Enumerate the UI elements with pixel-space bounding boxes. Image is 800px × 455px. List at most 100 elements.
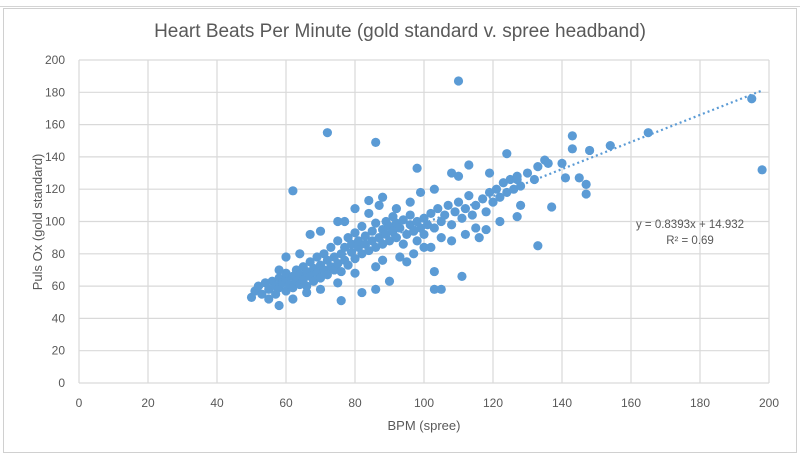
data-point[interactable] [484, 187, 495, 198]
data-point[interactable] [415, 187, 426, 198]
data-point[interactable] [367, 226, 377, 236]
data-point[interactable] [326, 242, 336, 252]
data-point[interactable] [281, 268, 291, 278]
data-point[interactable] [533, 161, 543, 172]
data-point[interactable] [374, 200, 384, 210]
data-point[interactable] [495, 192, 505, 202]
data-point[interactable] [429, 223, 439, 233]
data-point[interactable] [350, 203, 360, 214]
data-point[interactable] [409, 249, 419, 259]
data-point[interactable] [364, 208, 374, 219]
data-point[interactable] [333, 258, 343, 269]
data-point[interactable] [350, 228, 360, 238]
data-point[interactable] [429, 266, 439, 277]
data-point[interactable] [529, 174, 540, 185]
data-point[interactable] [274, 300, 284, 311]
data-point[interactable] [302, 281, 312, 291]
data-point[interactable] [533, 241, 543, 251]
data-point[interactable] [419, 242, 429, 252]
data-point[interactable] [567, 131, 577, 141]
data-point[interactable] [305, 229, 315, 240]
data-point[interactable] [495, 216, 505, 227]
data-point[interactable] [557, 158, 567, 168]
data-point[interactable] [447, 220, 457, 230]
data-point[interactable] [505, 174, 515, 185]
data-point[interactable] [371, 137, 381, 147]
data-point[interactable] [450, 207, 460, 217]
data-point[interactable] [460, 229, 470, 240]
data-point[interactable] [512, 212, 522, 222]
data-point[interactable] [371, 284, 381, 294]
data-point[interactable] [336, 296, 346, 306]
data-point[interactable] [567, 144, 577, 154]
data-point[interactable] [457, 271, 467, 282]
data-point[interactable] [257, 289, 267, 299]
data-point[interactable] [353, 236, 364, 246]
data-point[interactable] [464, 191, 474, 201]
data-point[interactable] [464, 160, 474, 170]
data-point[interactable] [419, 229, 429, 240]
data-point[interactable] [395, 223, 405, 233]
data-point[interactable] [581, 189, 591, 199]
data-point[interactable] [302, 287, 312, 298]
data-point[interactable] [405, 210, 415, 220]
data-point[interactable] [391, 233, 401, 243]
data-point[interactable] [281, 252, 291, 262]
data-point[interactable] [371, 242, 381, 252]
data-point[interactable] [484, 168, 495, 178]
data-point[interactable] [333, 278, 343, 288]
data-point[interactable] [747, 94, 757, 104]
trendline-equation[interactable]: y = 0.8393x + 14.932 [636, 219, 744, 231]
data-point[interactable] [378, 255, 388, 265]
data-point[interactable] [453, 197, 464, 207]
data-point[interactable] [264, 284, 274, 294]
data-point[interactable] [405, 197, 415, 207]
data-point[interactable] [429, 184, 439, 194]
data-point[interactable] [315, 273, 326, 283]
data-point[interactable] [436, 284, 446, 294]
data-point[interactable] [315, 226, 326, 236]
data-point[interactable] [460, 203, 470, 214]
data-point[interactable] [502, 149, 512, 159]
data-point[interactable] [364, 195, 374, 206]
data-point[interactable] [491, 184, 502, 194]
data-point[interactable] [467, 210, 477, 220]
data-point[interactable] [429, 284, 439, 294]
data-point[interactable] [547, 202, 557, 212]
data-point[interactable] [509, 184, 519, 194]
data-point[interactable] [447, 168, 457, 178]
data-point[interactable] [757, 165, 767, 175]
data-point[interactable] [384, 236, 395, 246]
data-point[interactable] [433, 203, 443, 214]
data-point[interactable] [498, 178, 508, 188]
data-point[interactable] [371, 262, 381, 272]
data-point[interactable] [274, 265, 284, 275]
data-point[interactable] [585, 145, 595, 156]
data-point[interactable] [378, 239, 388, 249]
data-point[interactable] [478, 194, 488, 204]
data-point[interactable] [522, 168, 533, 178]
data-point[interactable] [426, 208, 436, 219]
data-point[interactable] [426, 242, 436, 252]
data-point[interactable] [333, 236, 343, 246]
data-point[interactable] [440, 210, 450, 220]
data-point[interactable] [422, 220, 433, 230]
data-point[interactable] [512, 174, 522, 185]
data-point[interactable] [322, 128, 332, 138]
data-point[interactable] [457, 213, 467, 223]
data-point[interactable] [343, 260, 353, 270]
data-point[interactable] [447, 236, 457, 246]
data-point[interactable] [315, 284, 326, 294]
data-point[interactable] [340, 216, 350, 227]
data-point[interactable] [436, 233, 446, 243]
data-point[interactable] [581, 179, 591, 189]
data-point[interactable] [350, 254, 360, 264]
data-point[interactable] [264, 294, 274, 304]
data-point[interactable] [384, 276, 395, 286]
data-point[interactable] [364, 245, 374, 256]
data-point[interactable] [605, 140, 615, 151]
data-point[interactable] [346, 239, 357, 249]
data-point[interactable] [481, 224, 491, 235]
data-point[interactable] [395, 252, 405, 262]
data-point[interactable] [391, 203, 401, 214]
